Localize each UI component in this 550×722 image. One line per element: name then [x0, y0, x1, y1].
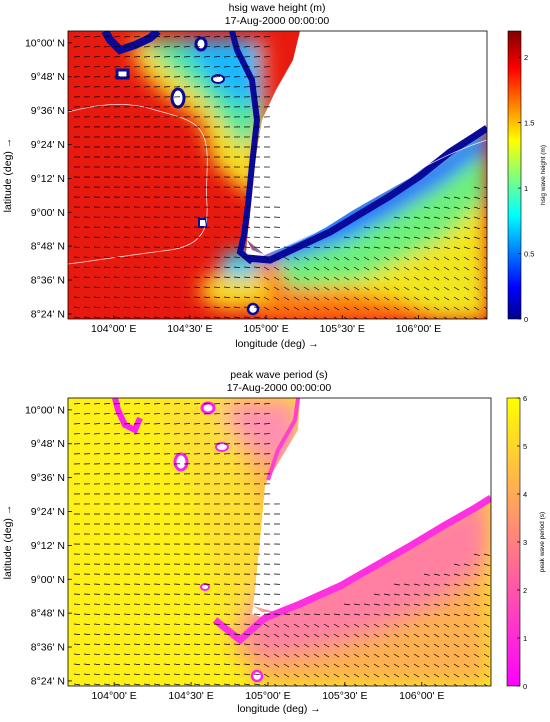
tp-colorbar-tick-label: 2	[523, 586, 527, 595]
hsig-x-tick-label: 104°00' E	[91, 323, 136, 335]
tp-island-4	[201, 584, 209, 590]
hsig-y-ticks: 10°00' N 9°48' N 9°36' N 9°24' N 9°12' N 9°00…	[25, 37, 72, 320]
tp-y-tick-label: 9°36' N	[31, 472, 65, 484]
hsig-x-tick-label: 105°30' E	[320, 323, 365, 335]
hsig-island-4	[212, 75, 224, 83]
hsig-colorbar-tick-label: 0	[524, 315, 528, 324]
hsig-y-tick-label: 9°48' N	[31, 71, 65, 83]
hsig-island-3	[196, 38, 206, 50]
hsig-x-tick-label: 106°00' E	[396, 323, 441, 335]
hsig-ylabel: latitude (deg) →	[2, 138, 14, 213]
tp-colorbar-tick-label: 1	[523, 634, 527, 643]
hsig-title: hsig wave height (m)	[229, 2, 326, 14]
tp-ylabel: latitude (deg) →	[2, 505, 14, 580]
hsig-colorbar-tick-label: 1.5	[524, 119, 534, 128]
hsig-island-6	[248, 304, 258, 314]
tp-y-tick-label: 9°48' N	[31, 438, 65, 450]
tp-x-tick-label: 106°00' E	[399, 690, 444, 702]
tp-x-tick-label: 105°30' E	[322, 690, 367, 702]
hsig-y-tick-label: 8°48' N	[31, 241, 65, 253]
tp-y-ticks: 10°00' N 9°48' N 9°36' N 9°24' N 9°12' N 9°00…	[25, 404, 72, 687]
tp-y-tick-label: 10°00' N	[25, 404, 65, 416]
hsig-x-tick-label: 104°30' E	[167, 323, 212, 335]
hsig-y-tick-label: 8°36' N	[31, 275, 65, 287]
hsig-colorbar-tick-label: 0.5	[524, 250, 534, 259]
tp-colorbar-tick-label: 4	[523, 490, 527, 499]
tp-colorbar-label: peak wave period (s)	[539, 512, 546, 572]
tp-title: peak wave period (s)	[230, 369, 327, 381]
hsig-island-2	[172, 89, 184, 107]
hsig-colorbar-tick-label: 2	[524, 53, 528, 62]
tp-y-tick-label: 9°00' N	[31, 574, 65, 586]
tp-y-tick-label: 9°12' N	[31, 540, 65, 552]
tp-x-tick-label: 104°30' E	[168, 690, 213, 702]
tp-y-tick-label: 8°36' N	[31, 642, 65, 654]
hsig-y-tick-label: 9°24' N	[31, 139, 65, 151]
hsig-colorbar	[508, 31, 521, 319]
hsig-y-tick-label: 10°00' N	[25, 37, 65, 49]
hsig-y-tick-label: 8°24' N	[31, 308, 65, 320]
tp-island-5	[252, 671, 262, 681]
hsig-plot-area	[68, 31, 490, 320]
tp-colorbar-tick-label: 6	[523, 394, 527, 403]
tp-x-tick-label: 104°00' E	[91, 690, 136, 702]
tp-x-tick-label: 105°00' E	[245, 690, 290, 702]
tp-subtitle: 17-Aug-2000 00:00:00	[227, 382, 332, 394]
hsig-y-tick-label: 9°00' N	[31, 207, 65, 219]
hsig-xlabel: longitude (deg) →	[235, 338, 318, 350]
tp-colorbar-tick-label: 5	[523, 442, 527, 451]
hsig-colorbar-label: hsig wave height (m)	[540, 145, 547, 205]
tp-y-tick-label: 8°48' N	[31, 608, 65, 620]
tp-y-tick-label: 8°24' N	[31, 675, 65, 687]
hsig-y-tick-label: 9°36' N	[31, 105, 65, 117]
tp-colorbar-tick-label: 3	[523, 538, 527, 547]
tp-xlabel: longitude (deg) →	[237, 703, 320, 715]
tp-colorbar-tick-label: 0	[523, 682, 527, 691]
hsig-x-tick-label: 105°00' E	[243, 323, 288, 335]
hsig-y-tick-label: 9°12' N	[31, 173, 65, 185]
hsig-panel: hsig wave height (m) 17-Aug-2000 00:00:0…	[2, 2, 547, 350]
tp-island-3	[202, 403, 214, 413]
tp-plot-area	[68, 398, 491, 687]
tp-y-tick-label: 9°24' N	[31, 506, 65, 518]
hsig-colorbar-tick-label: 1	[524, 184, 528, 193]
tp-panel: peak wave period (s) 17-Aug-2000 00:00:0…	[2, 369, 546, 715]
hsig-subtitle: 17-Aug-2000 00:00:00	[225, 15, 330, 27]
tp-island-1	[175, 454, 187, 470]
